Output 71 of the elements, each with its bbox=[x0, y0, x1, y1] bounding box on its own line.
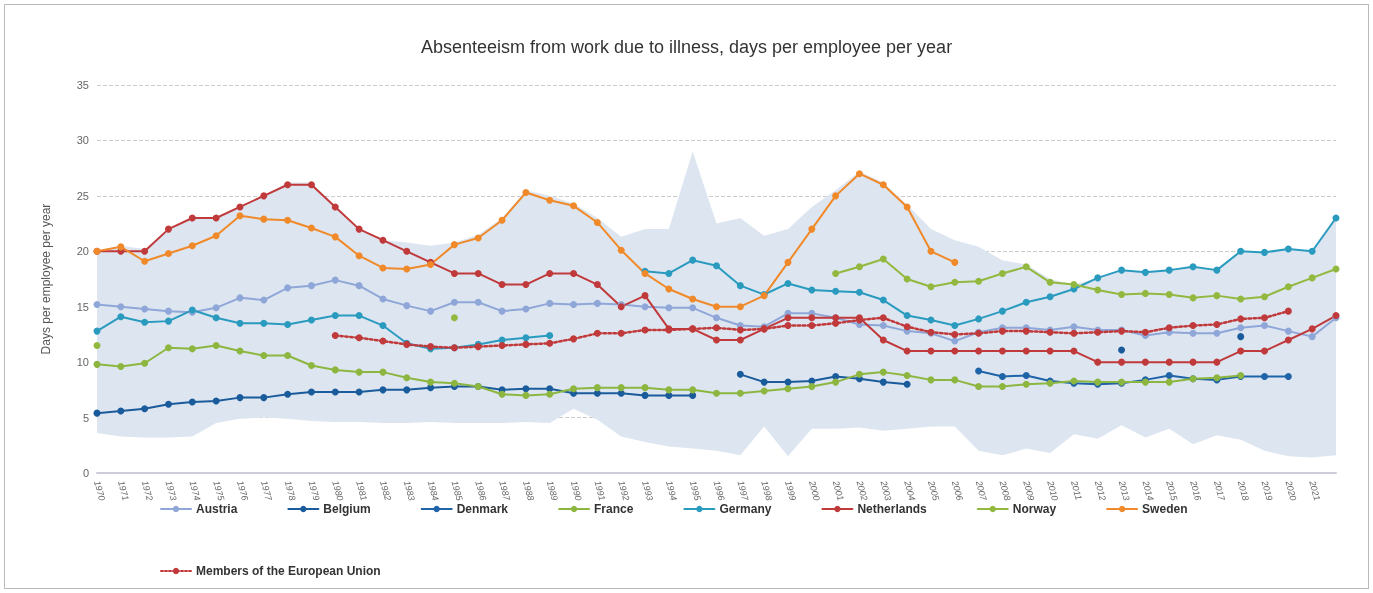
x-tick-label: 1984 bbox=[425, 479, 441, 502]
x-tick-label: 1980 bbox=[330, 479, 346, 502]
legend-label: Sweden bbox=[1142, 502, 1188, 516]
x-tick-label: 2004 bbox=[902, 478, 918, 502]
x-tick-label: 1985 bbox=[449, 479, 465, 503]
x-tick-label: 2006 bbox=[949, 478, 965, 502]
x-tick-label: 1977 bbox=[258, 479, 275, 503]
x-tick-label: 1982 bbox=[378, 479, 393, 502]
x-tick-label: 1981 bbox=[354, 479, 370, 502]
x-tick-label: 1976 bbox=[235, 479, 250, 502]
x-tick-label: 2007 bbox=[973, 478, 989, 503]
x-tick-label: 1995 bbox=[687, 479, 703, 503]
x-tick-label: 1971 bbox=[116, 479, 131, 502]
x-tick-label: 1975 bbox=[211, 479, 227, 503]
x-tick-label: 2011 bbox=[1068, 478, 1084, 501]
x-tick-label: 2009 bbox=[1021, 478, 1037, 502]
legend-label: Austria bbox=[196, 502, 238, 516]
legend-label: Norway bbox=[1012, 502, 1057, 516]
legend-label: France bbox=[594, 502, 634, 516]
y-tick-label: 30 bbox=[76, 134, 89, 147]
x-tick-label: 2001 bbox=[830, 478, 846, 502]
x-tick-label: 2003 bbox=[878, 478, 894, 502]
x-tick-label: 2021 bbox=[1307, 478, 1323, 502]
x-tick-label: 1994 bbox=[664, 479, 679, 502]
x-tick-label: 2010 bbox=[1044, 478, 1061, 502]
x-tick-label: 2018 bbox=[1235, 478, 1251, 502]
x-tick-label: 2013 bbox=[1116, 478, 1132, 502]
x-tick-label: 2012 bbox=[1092, 478, 1108, 502]
y-tick-label: 0 bbox=[82, 467, 89, 479]
x-tick-label: 2000 bbox=[806, 478, 822, 502]
x-tick-label: 1992 bbox=[616, 479, 632, 502]
x-tick-label: 2017 bbox=[1211, 478, 1228, 503]
x-tick-label: 2008 bbox=[997, 478, 1013, 502]
x-tick-label: 1999 bbox=[783, 479, 798, 502]
x-tick-label: 1979 bbox=[306, 479, 322, 502]
legend-label: Denmark bbox=[456, 502, 509, 516]
x-tick-label: 2019 bbox=[1259, 478, 1275, 502]
y-tick-label: 10 bbox=[76, 356, 89, 369]
x-tick-label: 2005 bbox=[925, 478, 942, 503]
chart-title: Absenteeism from work due to illness, days per employee per year bbox=[420, 37, 953, 57]
x-tick-label: 1996 bbox=[711, 479, 727, 502]
x-tick-label: 2020 bbox=[1283, 478, 1299, 502]
x-tick-label: 1987 bbox=[497, 479, 513, 503]
x-tick-label: 1993 bbox=[640, 479, 656, 502]
x-tick-label: 1973 bbox=[163, 479, 179, 502]
legend-label: Members of the European Union bbox=[196, 564, 381, 578]
y-tick-label: 35 bbox=[76, 79, 89, 91]
x-tick-label: 1998 bbox=[759, 479, 775, 502]
x-tick-label: 1989 bbox=[544, 479, 560, 502]
legend-label: Netherlands bbox=[857, 502, 928, 516]
x-tick-label: 2014 bbox=[1140, 478, 1156, 502]
y-tick-label: 20 bbox=[76, 245, 89, 258]
y-tick-label: 25 bbox=[76, 189, 89, 202]
x-tick-label: 2015 bbox=[1164, 478, 1180, 503]
x-tick-label: 1986 bbox=[473, 479, 489, 502]
x-tick-label: 1997 bbox=[735, 479, 751, 503]
y-axis-title: Days per employee per year bbox=[39, 203, 53, 355]
legend-label: Belgium bbox=[323, 502, 371, 516]
x-tick-label: 1991 bbox=[592, 479, 608, 502]
x-tick-label: 1978 bbox=[282, 479, 298, 502]
x-tick-label: 1983 bbox=[401, 479, 417, 502]
x-tick-label: 1974 bbox=[187, 479, 203, 502]
x-tick-label: 1972 bbox=[139, 479, 155, 502]
y-tick-label: 5 bbox=[82, 411, 89, 424]
x-tick-label: 2016 bbox=[1187, 478, 1204, 502]
x-tick-label: 1970 bbox=[92, 479, 108, 502]
legend-label: Germany bbox=[719, 502, 772, 516]
y-tick-label: 15 bbox=[76, 300, 89, 313]
x-tick-label: 1988 bbox=[521, 479, 536, 502]
x-tick-label: 1990 bbox=[568, 479, 584, 502]
x-tick-label: 2002 bbox=[854, 478, 870, 502]
